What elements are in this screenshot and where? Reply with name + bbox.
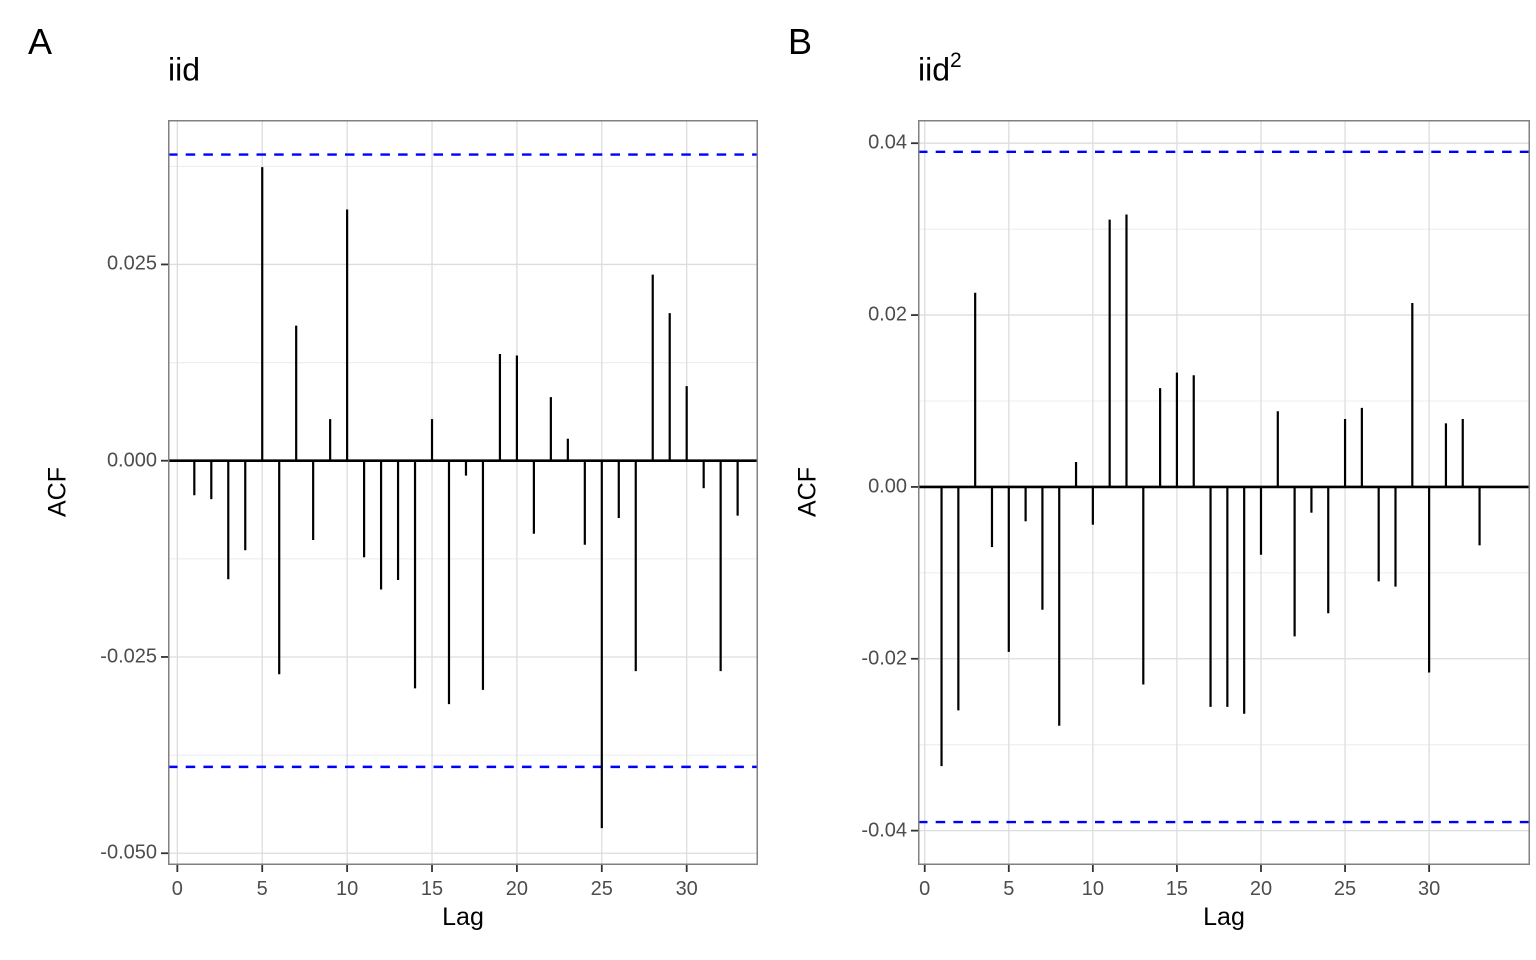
x-tick-label: 25 — [590, 878, 613, 900]
y-tick-label: 0.04 — [868, 131, 907, 154]
y-tick-label: -0.02 — [861, 647, 907, 670]
y-tick-label: 0.00 — [868, 475, 907, 498]
y-tick-label: -0.050 — [100, 841, 157, 864]
panel-border — [918, 120, 1530, 865]
panel-a-title: iid — [168, 51, 201, 88]
panel-b-plot-area — [911, 120, 1530, 872]
panel-b-x-axis-title: Lag — [1203, 903, 1245, 931]
y-tick-label: -0.04 — [861, 819, 907, 842]
panel-a-y-axis-title: ACF — [43, 467, 72, 517]
panel-a-x-axis-title: Lag — [442, 903, 484, 931]
x-tick-label: 20 — [505, 878, 529, 900]
x-tick-label: 10 — [335, 878, 359, 900]
y-tick-label: 0.000 — [106, 449, 157, 472]
x-tick-label: 30 — [1417, 878, 1441, 900]
x-tick-label: 5 — [256, 878, 268, 900]
panel-b-y-axis-title: ACF — [793, 467, 822, 517]
x-tick-label: 5 — [1003, 878, 1015, 900]
x-tick-label: 15 — [420, 878, 444, 900]
x-tick-label: 0 — [919, 878, 931, 900]
panel-a-plot-area — [161, 120, 758, 872]
y-tick-label: 0.025 — [106, 252, 157, 275]
x-tick-label: 25 — [1333, 878, 1357, 900]
panel-border — [168, 120, 758, 865]
panel-b-title-superscript: 2 — [950, 49, 962, 72]
x-tick-label: 10 — [1081, 878, 1104, 900]
x-tick-label: 0 — [171, 878, 183, 900]
x-tick-label: 20 — [1249, 878, 1273, 900]
panel-b-letter: B — [788, 21, 813, 62]
panel-b-title: iid2 — [918, 49, 962, 88]
x-tick-label: 15 — [1165, 878, 1189, 900]
y-tick-label: 0.02 — [868, 303, 907, 326]
panel-a-letter: A — [28, 21, 53, 62]
y-tick-label: -0.025 — [100, 645, 157, 668]
x-tick-label: 30 — [675, 878, 698, 900]
